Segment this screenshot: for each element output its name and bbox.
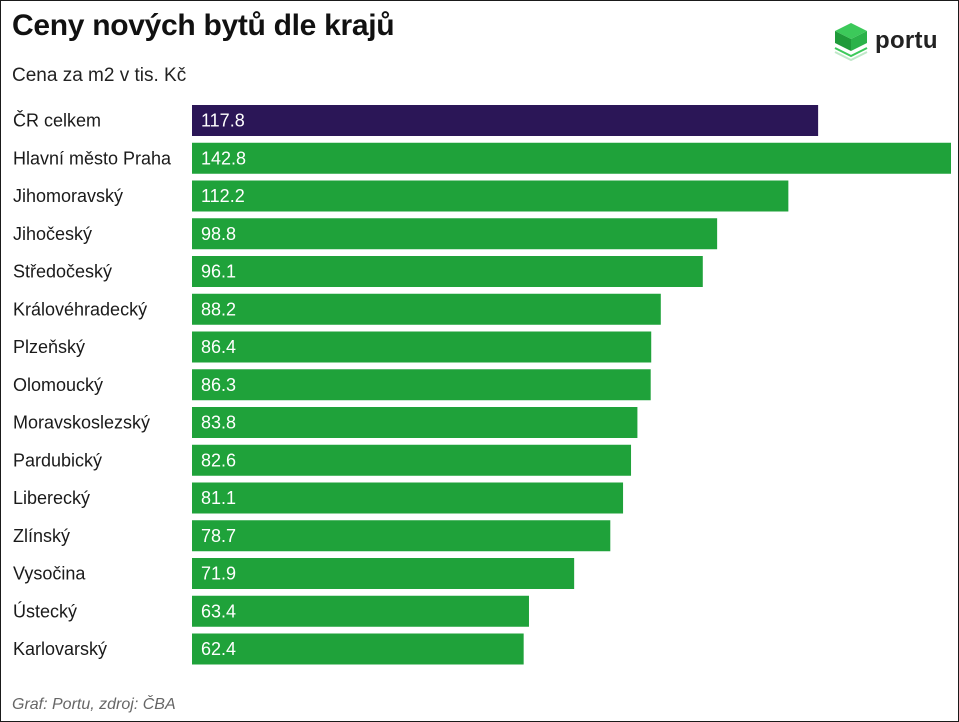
bar	[192, 180, 789, 212]
category-label: Karlovarský	[13, 639, 107, 659]
bar	[192, 331, 652, 363]
bar	[192, 444, 632, 476]
value-label: 112.2	[201, 186, 245, 206]
bar-row: Jihočeský 98.8	[13, 218, 718, 250]
category-label: Středočeský	[13, 262, 112, 282]
bar	[192, 142, 951, 174]
category-label: Olomoucký	[13, 375, 103, 395]
value-label: 88.2	[201, 299, 236, 319]
source-note: Graf: Portu, zdroj: ČBA	[12, 696, 176, 713]
bar	[192, 407, 638, 438]
category-label: ČR celkem	[13, 110, 101, 131]
category-label: Jihomoravský	[13, 186, 123, 206]
value-label: 117.8	[201, 111, 245, 131]
bar	[192, 369, 651, 401]
value-label: 83.8	[201, 413, 236, 433]
category-label: Ústecký	[13, 600, 77, 621]
bar-row: Pardubický 82.6	[13, 444, 632, 476]
bar	[192, 256, 703, 287]
category-label: Hlavní město Praha	[13, 148, 172, 168]
bar	[192, 595, 529, 627]
category-label: Plzeňský	[13, 337, 85, 357]
portu-cube-icon	[834, 23, 868, 61]
chart-title: Ceny nových bytů dle krajů	[12, 9, 395, 42]
bar	[192, 105, 819, 136]
value-label: 62.4	[201, 639, 236, 659]
value-label: 86.4	[201, 337, 236, 357]
value-label: 78.7	[201, 526, 236, 546]
category-label: Zlínský	[13, 526, 70, 546]
category-label: Jihočeský	[13, 224, 92, 244]
value-label: 71.9	[201, 564, 236, 584]
bar-row: Liberecký 81.1	[13, 482, 624, 514]
value-label: 81.1	[201, 488, 236, 508]
bar	[192, 293, 661, 325]
bar	[192, 218, 718, 250]
value-label: 142.8	[201, 148, 246, 168]
bar-row: Zlínský 78.7	[13, 520, 611, 552]
bar	[192, 482, 624, 514]
bar	[192, 520, 611, 552]
category-label: Pardubický	[13, 450, 102, 470]
chart-subtitle: Cena za m2 v tis. Kč	[12, 65, 187, 86]
bar-row: Hlavní město Praha 142.8	[13, 142, 951, 174]
bar-row: Karlovarský 62.4	[13, 633, 524, 665]
value-label: 96.1	[201, 262, 236, 282]
category-label: Liberecký	[13, 488, 90, 508]
bar-row: ČR celkem 117.8	[13, 105, 819, 136]
value-label: 82.6	[201, 450, 236, 470]
bar-row: Středočeský 96.1	[13, 256, 703, 287]
category-label: Moravskoslezský	[13, 413, 150, 433]
bar-row: Jihomoravský 112.2	[13, 180, 789, 212]
value-label: 98.8	[201, 224, 236, 244]
category-label: Královéhradecký	[13, 299, 147, 319]
bar-row: Plzeňský 86.4	[13, 331, 652, 363]
bar-row: Moravskoslezský 83.8	[13, 407, 638, 438]
bar-row: Olomoucký 86.3	[13, 369, 651, 401]
category-label: Vysočina	[13, 564, 86, 584]
portu-logo: portu	[831, 21, 951, 63]
portu-logo-text: portu	[875, 27, 938, 54]
value-label: 86.3	[201, 375, 236, 395]
bar-row: Královéhradecký 88.2	[13, 293, 661, 325]
bar	[192, 633, 524, 665]
bar	[192, 558, 575, 589]
bar-row: Vysočina 71.9	[13, 558, 575, 589]
value-label: 63.4	[201, 601, 236, 621]
bar-row: Ústecký 63.4	[13, 595, 529, 627]
